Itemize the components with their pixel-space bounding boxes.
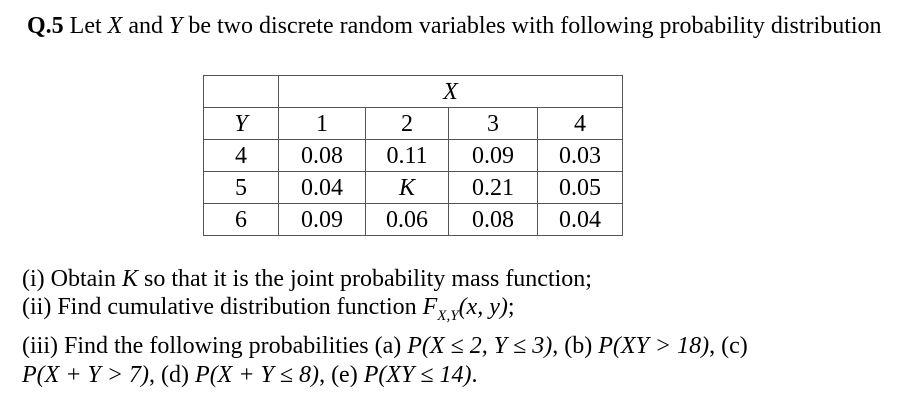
text: , (c) (709, 333, 748, 359)
table-row: 4 0.08 0.11 0.09 0.03 (203, 139, 623, 172)
math: P(XY > 18) (598, 333, 710, 359)
text: Let (63, 13, 108, 39)
column-header: 2 (365, 107, 449, 140)
table-cell: 0.04 (278, 171, 366, 204)
question-line: P(X + Y > 7), (d) P(X + Y ≤ 8), (e) P(XY… (22, 361, 478, 389)
row-header: 6 (203, 203, 279, 236)
table-cell: 0.21 (448, 171, 538, 204)
column-header: 3 (448, 107, 538, 140)
table-cell: 0.11 (365, 139, 449, 172)
probability-table: X Y 1 2 3 4 4 0.08 0.11 0.09 0.03 5 0.04 K 0.21 0.05 6 0.… (203, 75, 623, 236)
math: P(X + Y > 7) (22, 362, 150, 388)
row-variable: Y (203, 107, 279, 140)
text: , (d) (149, 362, 196, 388)
table-cell: 0.09 (278, 203, 366, 236)
question-number: Q.5 (27, 13, 64, 39)
table-row: 6 0.09 0.06 0.08 0.04 (203, 203, 623, 236)
table-cell: 0.08 (278, 139, 366, 172)
math: P(XY ≤ 14) (363, 362, 472, 388)
question-line: (i) Obtain K so that it is the joint pro… (22, 265, 592, 293)
table-cell: K (365, 171, 449, 204)
table-cell: 0.03 (537, 139, 623, 172)
text: ; (507, 294, 515, 320)
math: P(X + Y ≤ 8) (195, 362, 320, 388)
text: , (b) (552, 333, 599, 359)
table-cell: 0.08 (448, 203, 538, 236)
table-cell: 0.04 (537, 203, 623, 236)
math: Y (168, 13, 183, 39)
column-header: 4 (537, 107, 623, 140)
column-variable: X (278, 75, 623, 108)
math: (x, y) (458, 294, 508, 320)
row-header: 4 (203, 139, 279, 172)
table-row: 5 0.04 K 0.21 0.05 (203, 171, 623, 204)
math: X (107, 13, 123, 39)
table-cell: 0.05 (537, 171, 623, 204)
text: (iii) Find the following probabilities (… (22, 333, 408, 359)
table-cell: 0.06 (365, 203, 449, 236)
row-header: 5 (203, 171, 279, 204)
table-row: X (203, 75, 623, 108)
text: so that it is the joint probability mass… (138, 266, 592, 292)
column-header: 1 (278, 107, 366, 140)
text: be two discrete random variables with fo… (182, 13, 882, 39)
question-heading: Q.5 Let X and Y be two discrete random v… (27, 12, 887, 41)
question-line: (iii) Find the following probabilities (… (22, 332, 748, 360)
math: P(X ≤ 2, Y ≤ 3) (407, 333, 553, 359)
table-cell: 0.09 (448, 139, 538, 172)
text: , (e) (319, 362, 364, 388)
math: K (121, 266, 138, 292)
question-line: (ii) Find cumulative distribution functi… (22, 293, 515, 330)
text: . (471, 362, 478, 388)
text: (ii) Find cumulative distribution functi… (22, 294, 423, 320)
text: (i) Obtain (22, 266, 122, 292)
text: and (122, 13, 169, 39)
math-subscript: X,Y (437, 307, 459, 324)
table-cell (203, 75, 279, 108)
math: F (422, 294, 438, 320)
